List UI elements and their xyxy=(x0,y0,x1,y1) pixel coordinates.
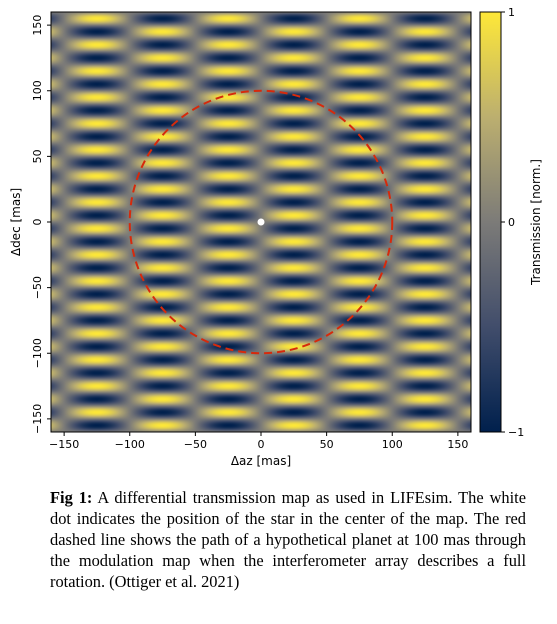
x-tick-label: −50 xyxy=(184,438,207,451)
x-tick-label: 100 xyxy=(382,438,403,451)
y-tick-label: 0 xyxy=(31,219,44,226)
figure-caption: Fig 1: A differential transmission map a… xyxy=(50,487,526,592)
x-axis-label: Δaz [mas] xyxy=(231,454,291,468)
y-tick-label: 100 xyxy=(31,80,44,101)
colorbar xyxy=(479,11,502,433)
x-tick-label: 50 xyxy=(320,438,334,451)
x-tick-label: 150 xyxy=(447,438,468,451)
y-axis-ticks: −150 −100 −50 0 50 100 150 xyxy=(31,15,51,434)
caption-text: A differential transmission map as used … xyxy=(50,488,526,591)
star-dot xyxy=(257,218,265,226)
colorbar-tick-label: 1 xyxy=(508,6,515,19)
transmission-map-figure: −150 −100 −50 0 50 100 150 −150 −100 −50 0 50 100 15… xyxy=(9,6,543,468)
x-tick-label: −100 xyxy=(115,438,145,451)
planet-path-circle xyxy=(128,89,394,355)
y-tick-label: 50 xyxy=(31,149,44,163)
colorbar-label: Transmission [norm.] xyxy=(529,159,543,286)
colorbar-ticks: −1 0 1 xyxy=(501,6,524,439)
y-axis-label: Δdec [mas] xyxy=(9,188,23,256)
y-tick-label: −50 xyxy=(31,276,44,299)
y-tick-label: −150 xyxy=(31,404,44,434)
colorbar-tick-label: 0 xyxy=(508,216,515,229)
y-tick-label: 150 xyxy=(31,15,44,36)
x-tick-label: 0 xyxy=(258,438,265,451)
x-tick-label: −150 xyxy=(49,438,79,451)
caption-label: Fig 1: xyxy=(50,488,93,507)
colorbar-tick-label: −1 xyxy=(508,426,524,439)
y-tick-label: −100 xyxy=(31,338,44,368)
x-axis-ticks: −150 −100 −50 0 50 100 150 xyxy=(49,432,468,451)
